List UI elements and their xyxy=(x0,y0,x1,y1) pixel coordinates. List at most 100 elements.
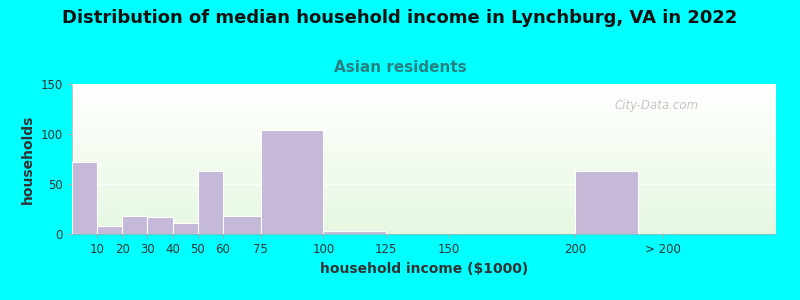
Bar xyxy=(72,88,776,89)
Bar xyxy=(72,101,776,102)
Bar xyxy=(72,195,776,196)
Bar xyxy=(72,199,776,200)
Bar xyxy=(72,169,776,170)
Bar xyxy=(72,191,776,192)
Bar xyxy=(72,230,776,231)
Bar xyxy=(122,216,147,234)
Bar xyxy=(72,114,776,115)
Bar xyxy=(72,231,776,232)
Bar xyxy=(72,146,776,147)
Bar xyxy=(72,100,776,101)
Bar xyxy=(72,143,776,144)
Bar xyxy=(72,232,776,233)
Text: City-Data.com: City-Data.com xyxy=(614,99,698,112)
Bar xyxy=(72,96,776,97)
Bar xyxy=(72,189,776,190)
Bar xyxy=(72,104,776,105)
Bar xyxy=(223,216,261,234)
Bar xyxy=(72,193,776,194)
Bar xyxy=(72,110,776,111)
Bar xyxy=(323,231,386,234)
Bar xyxy=(72,158,776,159)
Bar xyxy=(72,161,776,162)
Bar xyxy=(72,210,776,211)
Bar xyxy=(72,119,776,120)
Bar xyxy=(173,223,198,234)
Bar xyxy=(72,130,776,131)
Bar xyxy=(72,135,776,136)
Bar xyxy=(72,200,776,201)
Bar xyxy=(72,187,776,188)
Bar xyxy=(72,206,776,207)
Bar xyxy=(198,171,223,234)
Bar xyxy=(72,162,776,163)
Bar xyxy=(72,153,776,154)
Bar xyxy=(72,165,776,166)
Bar xyxy=(97,226,122,234)
Bar xyxy=(72,124,776,125)
Bar xyxy=(72,144,776,145)
Bar xyxy=(72,179,776,180)
Bar xyxy=(72,159,776,160)
Bar xyxy=(72,203,776,204)
Bar xyxy=(72,172,776,173)
Bar xyxy=(72,140,776,141)
Bar xyxy=(72,97,776,98)
Bar xyxy=(72,91,776,92)
Bar xyxy=(72,145,776,146)
Bar xyxy=(72,131,776,132)
Bar xyxy=(72,117,776,118)
Bar xyxy=(72,215,776,216)
Bar xyxy=(72,181,776,182)
Bar xyxy=(575,171,638,234)
Bar xyxy=(72,93,776,94)
Bar xyxy=(72,227,776,228)
Bar xyxy=(72,100,776,101)
Bar xyxy=(72,113,776,114)
Bar xyxy=(72,125,776,126)
Bar xyxy=(72,90,776,91)
Bar xyxy=(72,127,776,128)
Bar xyxy=(72,190,776,191)
Bar xyxy=(72,108,776,109)
Bar xyxy=(72,184,776,185)
Bar xyxy=(72,167,776,168)
Bar xyxy=(72,204,776,205)
Bar xyxy=(72,118,776,119)
Bar xyxy=(72,202,776,203)
Bar xyxy=(72,176,776,177)
Bar xyxy=(147,217,173,234)
Bar xyxy=(72,207,776,208)
Bar xyxy=(72,192,776,193)
Bar xyxy=(72,156,776,157)
Bar xyxy=(72,157,776,158)
Bar xyxy=(72,214,776,215)
Bar xyxy=(72,132,776,133)
Bar xyxy=(72,86,776,87)
Bar xyxy=(261,130,323,234)
Bar xyxy=(72,182,776,183)
Bar xyxy=(72,85,776,86)
Bar xyxy=(72,173,776,174)
Bar xyxy=(72,150,776,151)
Bar xyxy=(72,198,776,199)
Bar xyxy=(72,194,776,195)
Bar xyxy=(72,164,776,165)
Bar xyxy=(72,185,776,186)
Bar xyxy=(72,118,776,119)
Bar xyxy=(72,103,776,104)
Bar xyxy=(72,154,776,155)
Bar xyxy=(72,147,776,148)
Bar xyxy=(72,183,776,184)
Bar xyxy=(72,152,776,153)
Bar xyxy=(72,128,776,129)
Bar xyxy=(72,99,776,100)
Bar xyxy=(72,94,776,95)
Bar xyxy=(72,196,776,197)
Bar xyxy=(72,136,776,137)
Bar xyxy=(72,226,776,227)
Bar xyxy=(72,106,776,107)
Bar xyxy=(72,138,776,139)
Bar xyxy=(72,166,776,167)
Bar xyxy=(72,139,776,140)
